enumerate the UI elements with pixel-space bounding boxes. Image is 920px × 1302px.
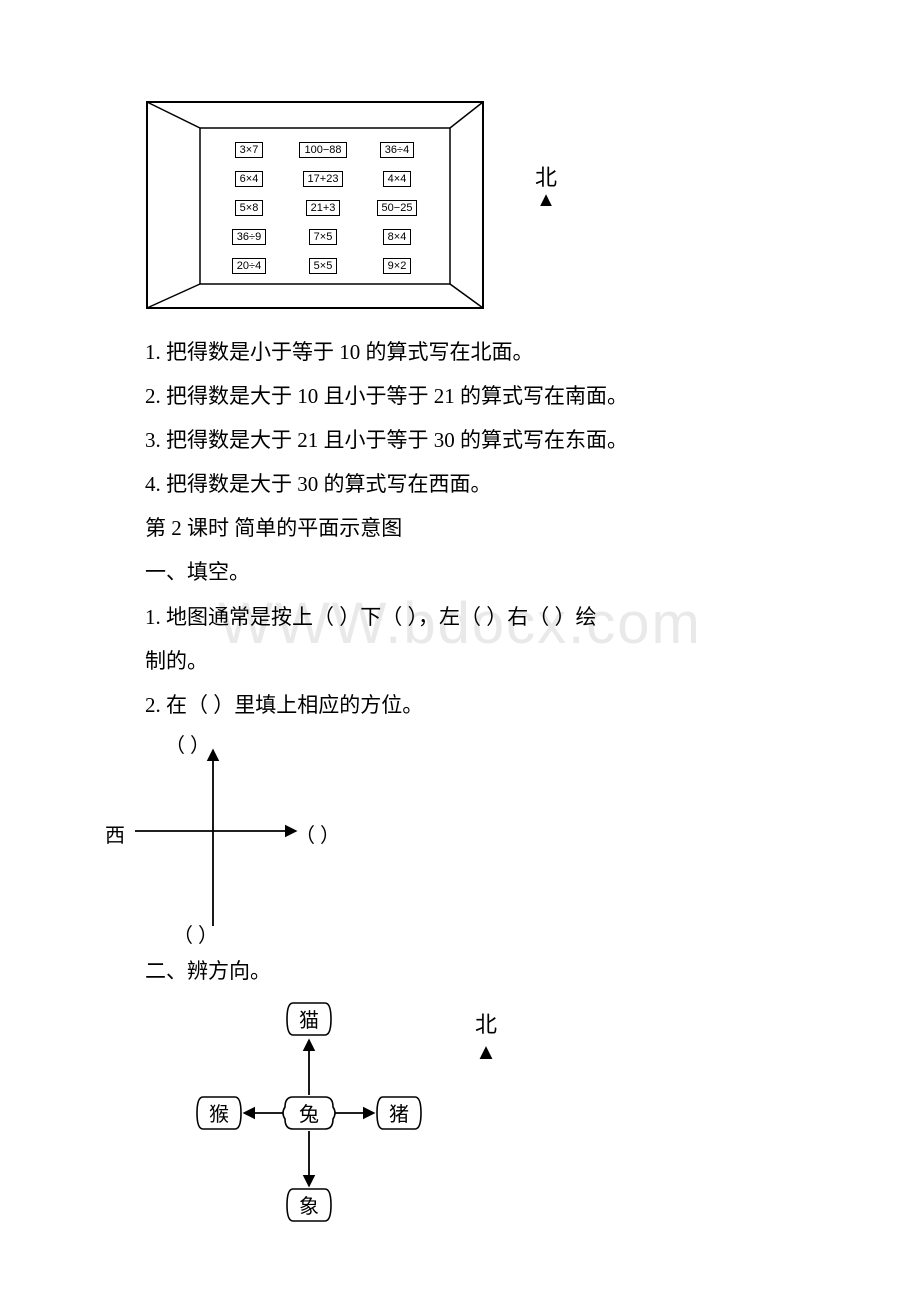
zodiac-north-indicator: 北 ▲ (475, 1007, 497, 1065)
zodiac-north-arrow-icon: ▲ (475, 1039, 497, 1065)
calc-cell: 21+3 (306, 200, 341, 216)
zodiac-right: 猪 (377, 1097, 421, 1129)
fill-1-line-b: 制的。 (145, 639, 785, 683)
calc-cell: 20÷4 (232, 258, 266, 274)
calc-cell: 9×2 (383, 258, 412, 274)
section-1-title: 一、填空。 (145, 550, 785, 594)
zodiac-diagram: 猫 猴 兔 猪 象 (185, 997, 435, 1227)
room-box: 3×7 100−88 36÷4 6×4 17+23 4×4 5×8 21+3 5… (145, 100, 485, 310)
compass-west-label: 西 (105, 819, 125, 848)
compass-bottom-blank: （ ） (173, 919, 218, 948)
compass-right-blank: （ ） (295, 819, 340, 848)
north-indicator: 北 ▲ (535, 160, 557, 208)
calc-cell: 17+23 (303, 171, 344, 187)
question-4: 4. 把得数是大于 30 的算式写在西面。 (145, 462, 785, 506)
zodiac-bottom: 象 (287, 1189, 331, 1221)
calc-cell: 3×7 (235, 142, 264, 158)
calc-cell: 7×5 (309, 229, 338, 245)
compass-cross: 西 （ ） （ ） （ ） (105, 731, 365, 941)
calc-grid: 3×7 100−88 36÷4 6×4 17+23 4×4 5×8 21+3 5… (217, 138, 429, 278)
room-figure-row: 3×7 100−88 36÷4 6×4 17+23 4×4 5×8 21+3 5… (145, 40, 785, 310)
calc-cell: 50−25 (377, 200, 418, 216)
calc-cell: 5×8 (235, 200, 264, 216)
calc-cell: 8×4 (383, 229, 412, 245)
zodiac-row: 猫 猴 兔 猪 象 北 ▲ (145, 997, 785, 1227)
calc-cell: 36÷9 (232, 229, 266, 245)
zodiac-top: 猫 (287, 1003, 331, 1035)
north-arrow-icon: ▲ (535, 192, 557, 208)
calc-cell: 6×4 (235, 171, 264, 187)
calc-cell: 5×5 (309, 258, 338, 274)
section-2-title: 二、辨方向。 (145, 949, 785, 993)
zodiac-center: 兔 (287, 1095, 331, 1131)
question-1: 1. 把得数是小于等于 10 的算式写在北面。 (145, 330, 785, 374)
zodiac-left: 猴 (197, 1097, 241, 1129)
north-label: 北 (535, 160, 557, 192)
calc-cell: 4×4 (383, 171, 412, 187)
question-2: 2. 把得数是大于 10 且小于等于 21 的算式写在南面。 (145, 374, 785, 418)
calc-cell: 100−88 (299, 142, 346, 158)
fill-1-line-a: 1. 地图通常是按上（ ）下（ ），左（ ）右（ ）绘 (145, 595, 785, 639)
fill-2: 2. 在（ ）里填上相应的方位。 (145, 683, 785, 727)
question-3: 3. 把得数是大于 21 且小于等于 30 的算式写在东面。 (145, 418, 785, 462)
zodiac-north-label: 北 (475, 1007, 497, 1039)
compass-top-blank: （ ） (165, 729, 210, 758)
lesson-title: 第 2 课时 简单的平面示意图 (145, 506, 785, 550)
calc-cell: 36÷4 (380, 142, 414, 158)
